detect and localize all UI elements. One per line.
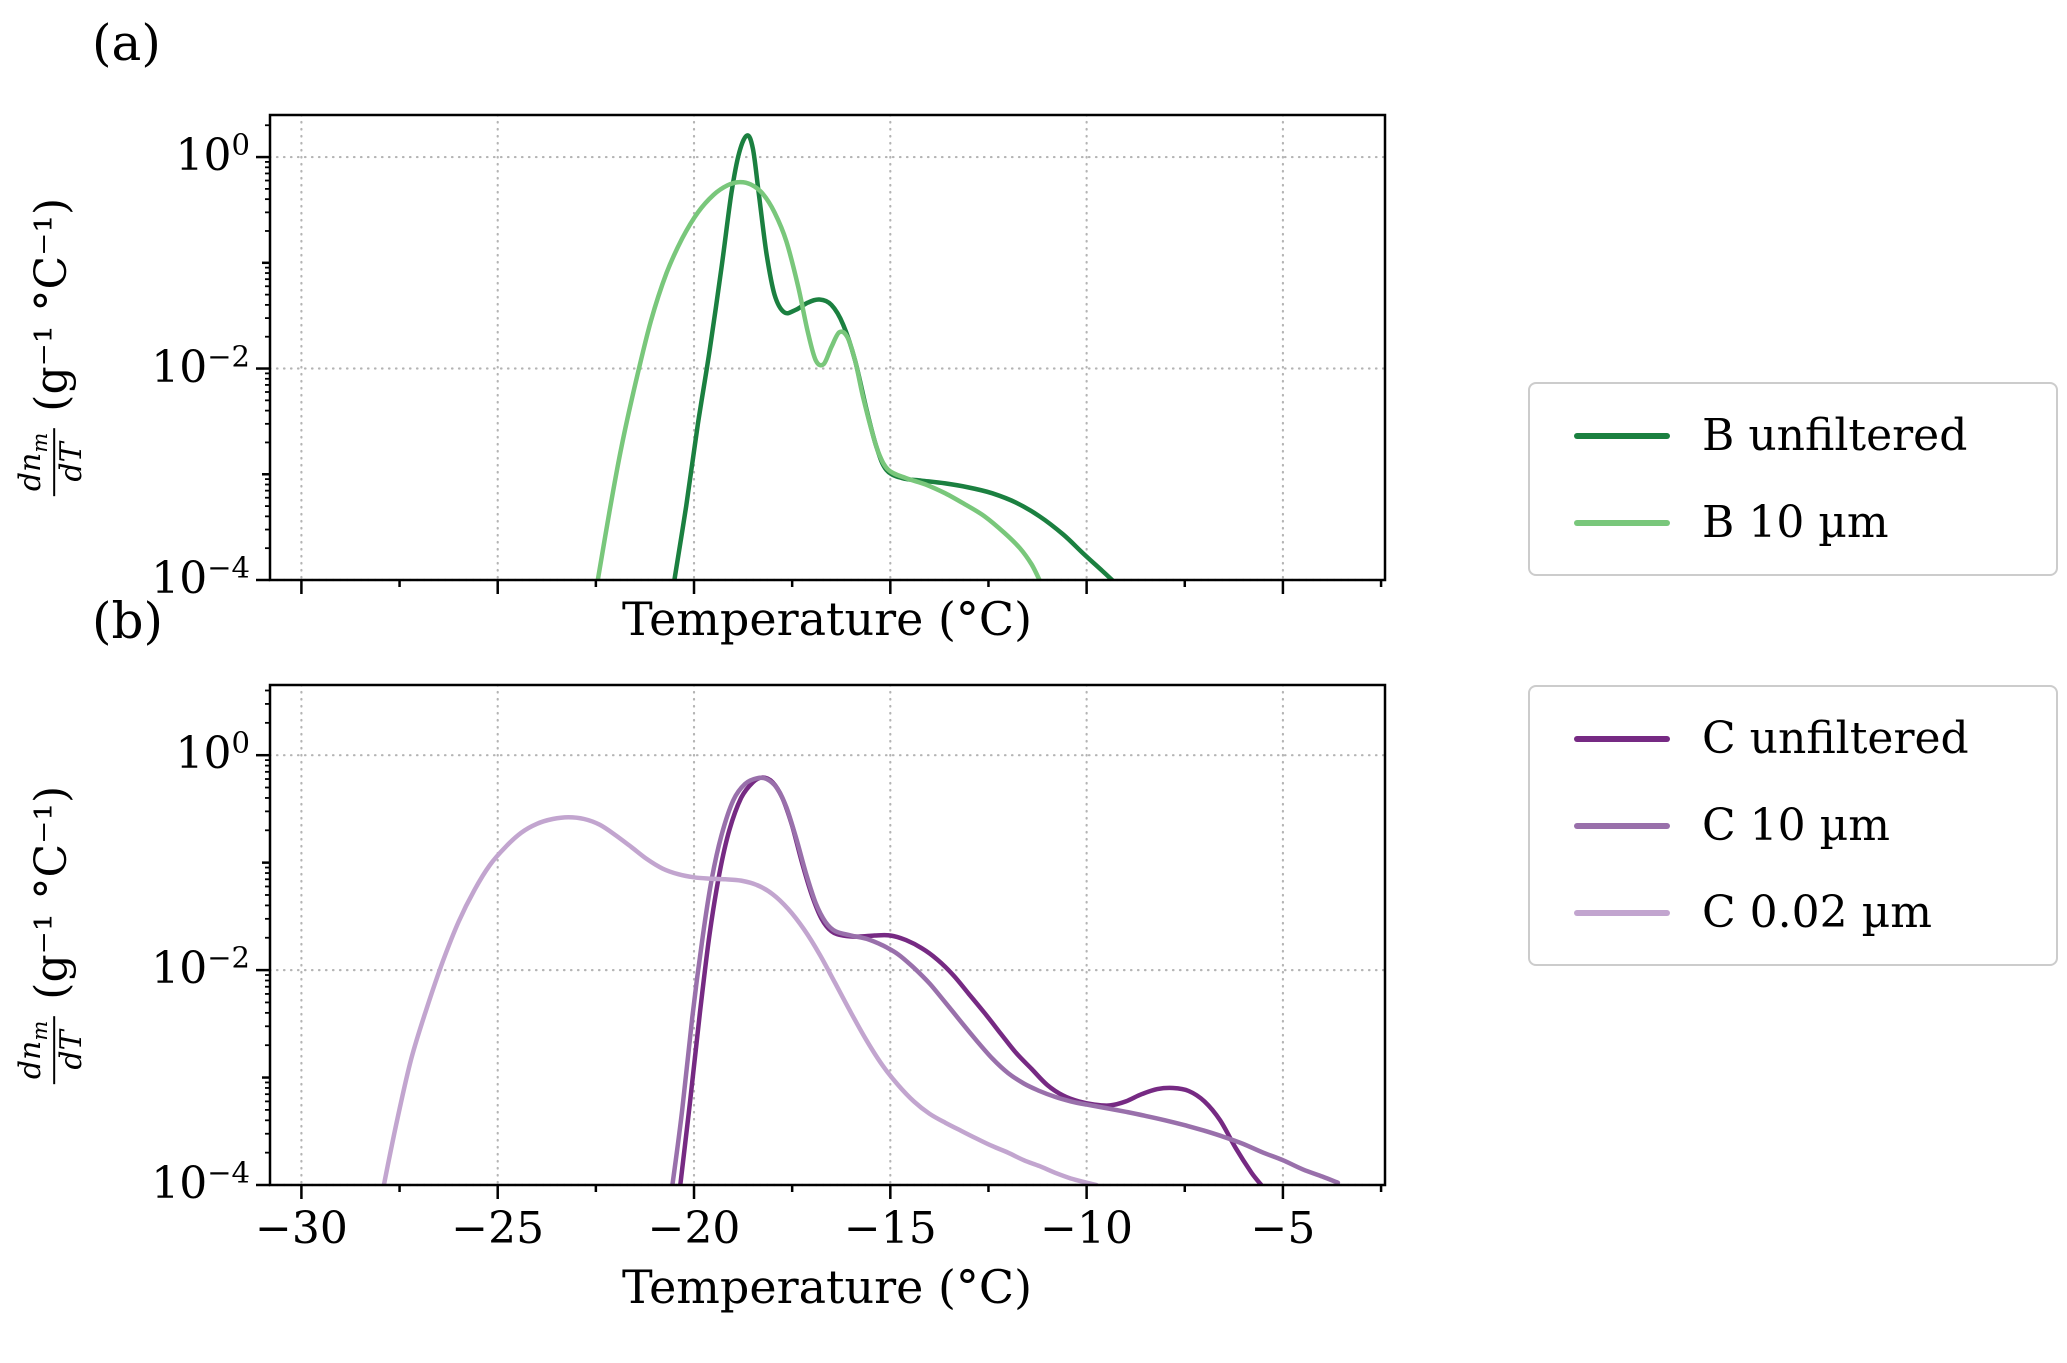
ylabel-numerator: dnm <box>13 427 56 497</box>
panel-b-xaxis-title: Temperature (°C) <box>621 1260 1033 1314</box>
legend-line-swatch <box>1574 909 1670 916</box>
axis-ticks <box>256 155 1383 594</box>
ylabel-denominator: dT <box>54 1030 90 1070</box>
legend-item: C 0.02 µm <box>1574 887 2012 938</box>
panel-a-xaxis-title: Temperature (°C) <box>621 592 1033 646</box>
ylabel-fraction: dnm dT <box>13 1015 90 1085</box>
axis-minor-ticks <box>265 124 270 550</box>
y-tick-label: 10−4 <box>151 550 250 605</box>
panel-b-tag: (b) <box>92 592 164 650</box>
panel-a-plot-svg <box>256 113 1387 594</box>
legend-label: C 0.02 µm <box>1702 887 1932 938</box>
ylabel-numerator: dnm <box>13 1015 56 1085</box>
series-b-10-m <box>595 179 1042 580</box>
legend-item: B unfiltered <box>1574 410 2012 461</box>
legend-item: B 10 µm <box>1574 497 2012 548</box>
y-tick-label: 100 <box>175 127 250 182</box>
gridlines <box>268 683 1387 1187</box>
panel-b-plot-svg <box>256 683 1387 1199</box>
legend-panel-b: C unfiltered C 10 µm C 0.02 µm <box>1528 685 2058 966</box>
x-tick-label: −20 <box>647 1203 741 1254</box>
legend-label: C 10 µm <box>1702 800 1890 851</box>
legend-line-swatch <box>1574 432 1670 439</box>
x-tick-label: −5 <box>1250 1203 1316 1254</box>
panel-a-tag: (a) <box>92 14 161 72</box>
ylabel-fraction: dnm dT <box>13 427 90 497</box>
panel-b-yaxis-title: dnm dT (g⁻¹ °C⁻¹) <box>13 785 90 1085</box>
legend-line-swatch <box>1574 822 1670 829</box>
legend-line-swatch <box>1574 735 1670 742</box>
panel-a-yaxis-title: dnm dT (g⁻¹ °C⁻¹) <box>13 197 90 497</box>
x-tick-label: −30 <box>254 1203 348 1254</box>
ylabel-denominator: dT <box>54 442 90 482</box>
x-tick-label: −10 <box>1040 1203 1134 1254</box>
y-tick-label: 10−2 <box>151 339 250 393</box>
y-tick-label: 100 <box>175 725 250 780</box>
y-tick-label: 10−4 <box>151 1155 250 1210</box>
axes-frame <box>268 113 1387 582</box>
panel-b-chart: Temperature (°C) dnm dT (g⁻¹ °C⁻¹) 100 10… <box>0 660 1430 1363</box>
y-tick-label: 10−2 <box>151 940 250 995</box>
legend-label: B 10 µm <box>1702 497 1889 548</box>
x-tick-label: −15 <box>843 1203 937 1254</box>
series-c-0-02-m <box>381 814 1099 1185</box>
panel-a-chart: Temperature (°C) dnm dT (g⁻¹ °C⁻¹) 100 10… <box>0 0 1430 660</box>
axes-frame <box>268 683 1387 1187</box>
x-tick-label: −25 <box>451 1203 545 1254</box>
series-c-unfiltered <box>678 775 1264 1185</box>
legend-panel-a: B unfiltered B 10 µm <box>1528 382 2058 576</box>
legend-item: C unfiltered <box>1574 713 2012 764</box>
series-c-10-m <box>670 775 1341 1185</box>
axis-minor-ticks <box>265 689 270 1154</box>
ylabel-units: (g⁻¹ °C⁻¹) <box>26 197 78 412</box>
legend-item: C 10 µm <box>1574 800 2012 851</box>
gridlines <box>268 113 1387 582</box>
ylabel-units: (g⁻¹ °C⁻¹) <box>26 785 78 1000</box>
legend-label: B unfiltered <box>1702 410 1968 461</box>
series-b-unfiltered <box>672 133 1115 580</box>
axis-ticks <box>256 753 1383 1199</box>
legend-label: C unfiltered <box>1702 713 1969 764</box>
legend-line-swatch <box>1574 519 1670 526</box>
